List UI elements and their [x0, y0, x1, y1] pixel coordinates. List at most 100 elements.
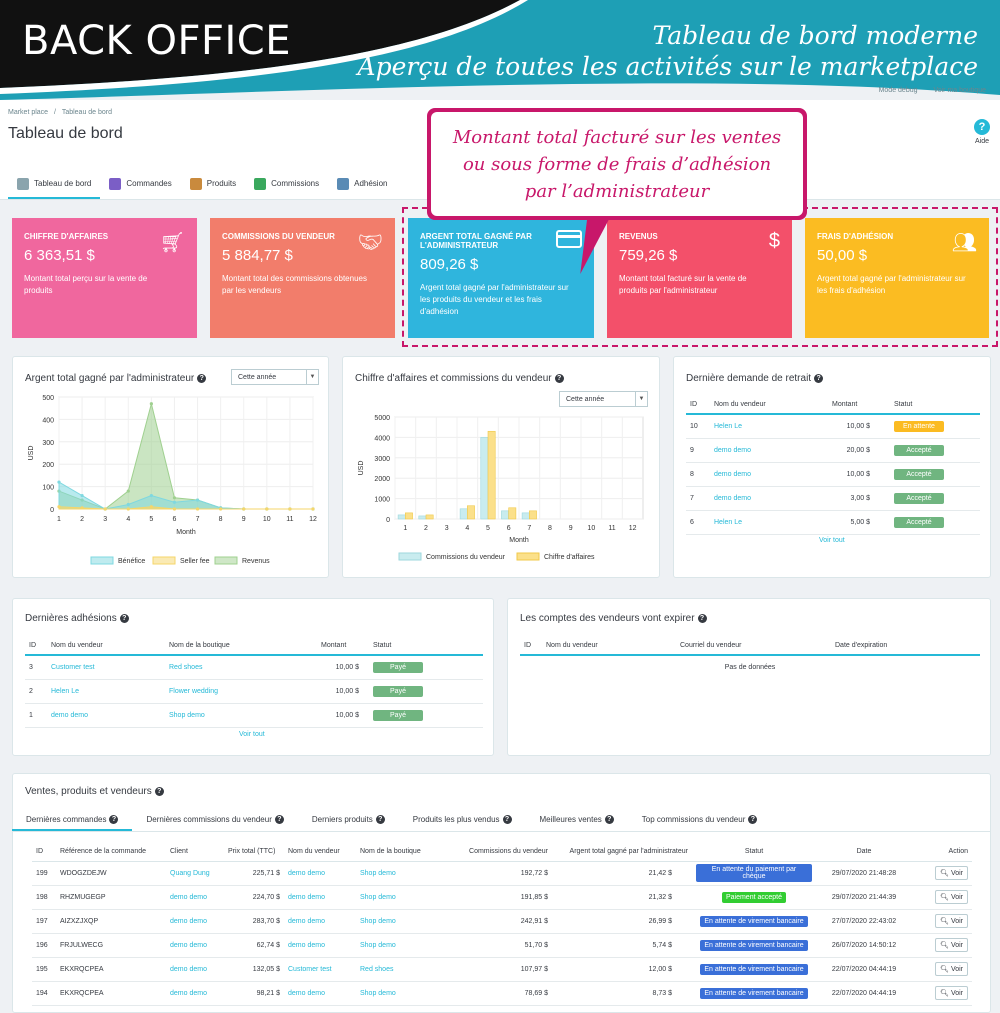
vendor-link[interactable]: demo demo	[47, 703, 165, 728]
x-axis-label: Month	[509, 537, 529, 544]
vendor-link[interactable]: Customer test	[47, 655, 165, 680]
data-point	[57, 480, 61, 484]
breadcrumb-root[interactable]: Market place	[8, 109, 49, 116]
table-header-row: ID Nom du vendeur Montant Statut	[686, 396, 980, 415]
tab-membership[interactable]: Adhésion	[328, 170, 396, 199]
col-header: Nom de la boutique	[165, 637, 317, 656]
memberships-table: ID Nom du vendeur Nom de la boutique Mon…	[25, 637, 483, 728]
shop-link[interactable]: Shop demo	[356, 933, 446, 958]
view-order-button[interactable]: 🔍︎ Voir	[935, 962, 968, 976]
view-order-button[interactable]: 🔍︎ Voir	[935, 914, 968, 928]
vendor-link[interactable]: demo demo	[710, 438, 828, 463]
admin-earning: 12,00 $	[552, 957, 692, 982]
vendor-link[interactable]: demo demo	[284, 933, 356, 958]
tab-commissions[interactable]: Commissions	[245, 170, 328, 199]
subtab-label: Dernières commissions du vendeur	[146, 815, 272, 824]
shop-link[interactable]: Shop demo	[356, 981, 446, 1006]
help-icon[interactable]: ?	[697, 614, 707, 623]
shop-link[interactable]: Red shoes	[165, 655, 317, 680]
shop-link[interactable]: Red shoes	[356, 957, 446, 982]
status-badge: En attente de virement bancaire	[700, 939, 808, 951]
help-icon: ?	[502, 815, 512, 824]
subtab-latest-products[interactable]: Derniers produits?	[298, 811, 399, 831]
search-icon: 🔍︎	[940, 966, 949, 973]
tab-products[interactable]: Produits	[181, 170, 245, 199]
shop-link[interactable]: Shop demo	[356, 909, 446, 934]
subtab-latest-commissions[interactable]: Dernières commissions du vendeur?	[132, 811, 297, 831]
client-link[interactable]: demo demo	[166, 981, 224, 1006]
shop-link[interactable]: Shop demo	[165, 703, 317, 728]
kpi-desc: Montant total perçu sur la vente de prod…	[24, 274, 148, 295]
kpi-desc: Montant total facturé sur la vente de pr…	[619, 274, 747, 295]
vendor-link[interactable]: demo demo	[284, 981, 356, 1006]
dollar-icon: $	[768, 230, 780, 252]
vendor-link[interactable]: Customer test	[284, 957, 356, 982]
view-order-button[interactable]: 🔍︎ Voir	[935, 938, 968, 952]
kpi-title: REVENUS	[619, 232, 658, 241]
shop-link[interactable]: Shop demo	[356, 885, 446, 910]
table-row: 197 AIZXZJXQP demo demo 283,70 $ demo de…	[32, 909, 972, 934]
subtab-top-sales[interactable]: Meilleures ventes?	[526, 811, 628, 831]
vendor-link[interactable]: Helen Le	[47, 679, 165, 704]
shop-link[interactable]: Flower wedding	[165, 679, 317, 704]
admin-earnings-card: Argent total gagné par l'administrateur?…	[12, 356, 329, 578]
col-header: Statut	[890, 396, 980, 415]
client-link[interactable]: Quang Dung	[166, 861, 224, 886]
subtab-best-sellers[interactable]: Produits les plus vendus?	[399, 811, 526, 831]
view-order-button[interactable]: 🔍︎ Voir	[935, 890, 968, 904]
legend-swatch	[516, 552, 540, 561]
subtab-top-commissions[interactable]: Top commissions du vendeur?	[628, 811, 772, 831]
order-reference: EKXRQCPEA	[56, 957, 166, 982]
amount: 10,00 $	[317, 655, 369, 680]
col-header: Argent total gagné par l'administrateur	[552, 843, 692, 862]
client-link[interactable]: demo demo	[166, 909, 224, 934]
row-id: 10	[686, 414, 710, 439]
client-link[interactable]: demo demo	[166, 885, 224, 910]
bar	[405, 512, 413, 520]
bar	[501, 510, 509, 520]
withdrawals-table: ID Nom du vendeur Montant Statut 10 Hele…	[686, 396, 980, 535]
total-price: 98,21 $	[224, 981, 284, 1006]
debug-mode-link[interactable]: Mode debug	[878, 87, 918, 94]
help-icon[interactable]: ?	[554, 374, 564, 383]
view-all-link[interactable]: Voir tout	[239, 731, 265, 738]
sales-commissions-card: Chiffre d'affaires et commissions du ven…	[342, 356, 660, 578]
view-order-button[interactable]: 🔍︎ Voir	[935, 986, 968, 1000]
vendor-link[interactable]: demo demo	[284, 909, 356, 934]
vendor-link[interactable]: Helen Le	[710, 510, 828, 535]
card-title: Chiffre d'affaires et commissions du ven…	[355, 373, 564, 384]
help-icon[interactable]: ?	[197, 374, 207, 383]
period-select[interactable]: Cette année ▼	[231, 369, 319, 385]
vendor-link[interactable]: demo demo	[284, 861, 356, 886]
vendor-link[interactable]: demo demo	[710, 486, 828, 511]
help-button[interactable]: ? Aide	[974, 119, 990, 145]
vendor-link[interactable]: demo demo	[284, 885, 356, 910]
status-badge: Payé	[373, 685, 423, 697]
vendor-link[interactable]: demo demo	[710, 462, 828, 487]
kpi-card-vendor-commissions: COMMISSIONS DU VENDEUR 5 884,77 $ Montan…	[210, 218, 395, 338]
client-link[interactable]: demo demo	[166, 957, 224, 982]
card-title-text: Dernières adhésions	[25, 613, 117, 624]
help-icon[interactable]: ?	[119, 614, 129, 623]
data-point	[149, 402, 153, 406]
view-shop-link[interactable]: Voir ma boutique	[933, 87, 986, 94]
shop-link[interactable]: Shop demo	[356, 861, 446, 886]
help-icon[interactable]: ?	[814, 374, 824, 383]
period-select[interactable]: Cette année ▼	[559, 391, 648, 407]
search-icon: 🔍︎	[940, 942, 949, 949]
table-row: 8 demo demo 10,00 $ Accepté	[686, 462, 980, 487]
search-icon: 🔍︎	[940, 990, 949, 997]
tab-orders[interactable]: Commandes	[100, 170, 180, 199]
help-icon: ?	[274, 815, 284, 824]
vendor-link[interactable]: Helen Le	[710, 414, 828, 439]
help-icon[interactable]: ?	[154, 787, 164, 796]
view-order-button[interactable]: 🔍︎ Voir	[935, 866, 968, 880]
client-link[interactable]: demo demo	[166, 933, 224, 958]
subtab-latest-orders[interactable]: Dernières commandes?	[12, 811, 133, 831]
col-header: Commissions du vendeur	[446, 843, 552, 862]
status-badge: En attente	[894, 420, 944, 432]
table-header-row: ID Nom du vendeur Nom de la boutique Mon…	[25, 637, 483, 656]
tab-dashboard[interactable]: Tableau de bord	[8, 170, 101, 199]
view-all-link[interactable]: Voir tout	[819, 537, 845, 544]
x-tick-label: 10	[587, 525, 595, 532]
